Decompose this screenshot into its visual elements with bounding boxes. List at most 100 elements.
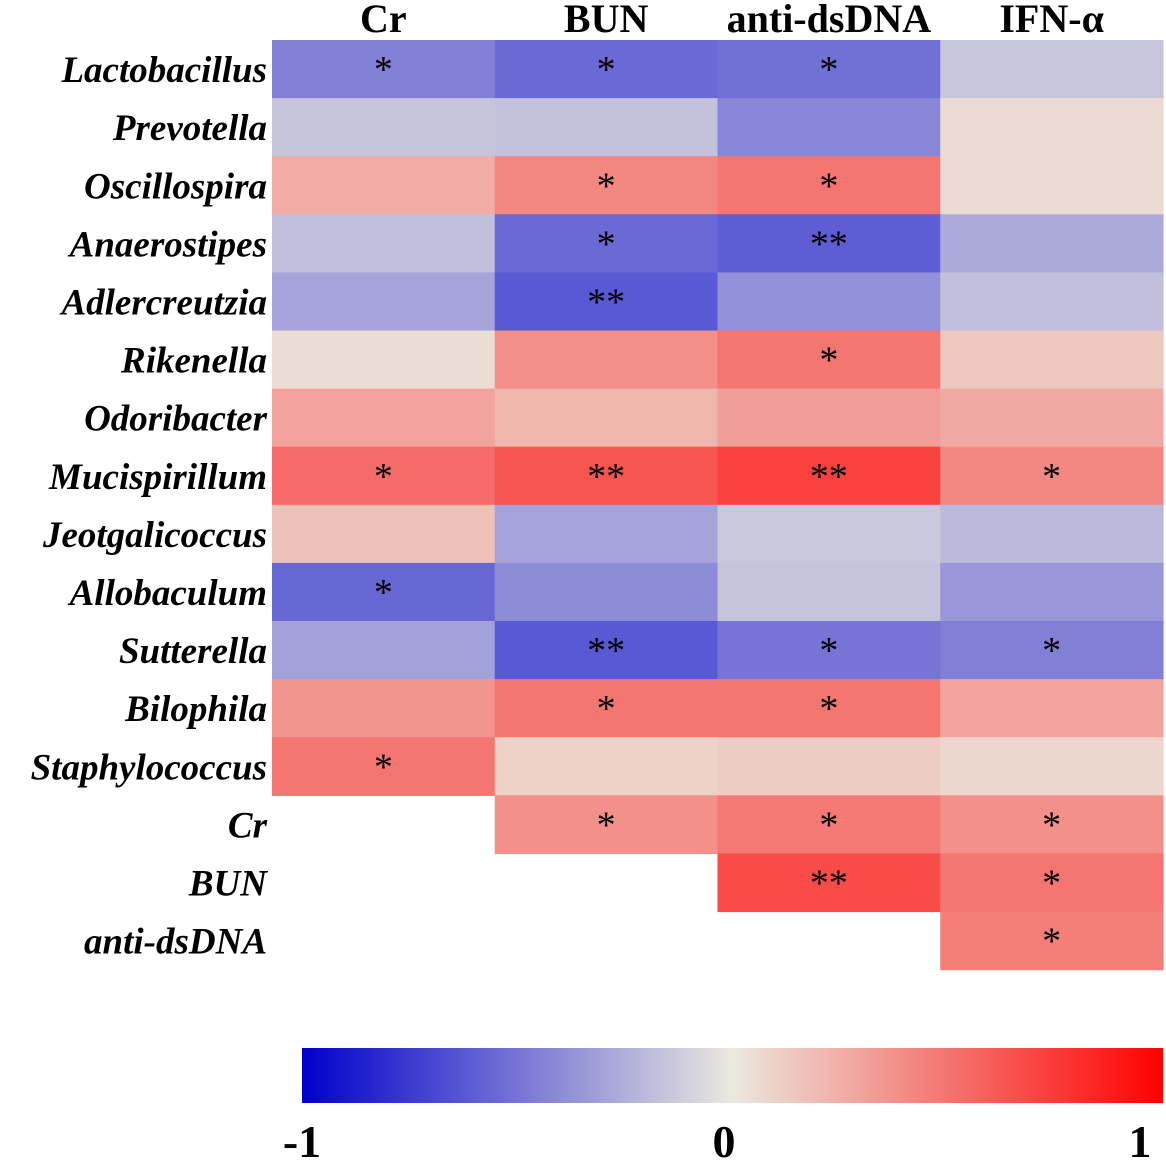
row-label-oscillospira: Oscillospira: [84, 166, 267, 207]
row-label-bun: BUN: [188, 863, 268, 904]
heatmap-cell: [940, 388, 1164, 448]
heatmap-cell: [717, 562, 941, 622]
heatmap-cell: [494, 214, 719, 273]
heatmap-cell: [494, 795, 719, 854]
row-label-odoribacter: Odoribacter: [84, 399, 268, 440]
heatmap-cell: [272, 330, 496, 390]
heatmap-cell: [717, 98, 941, 157]
significance-mark: *: [597, 223, 616, 265]
significance-mark: *: [597, 804, 616, 846]
row-label-anti-dsdna: anti-dsDNA: [84, 922, 267, 963]
heatmap-cell: [940, 330, 1164, 390]
significance-mark: *: [819, 688, 838, 730]
heatmap-cell: [717, 156, 941, 215]
heatmap-cell: [940, 911, 1164, 971]
significance-mark: **: [587, 630, 625, 672]
heatmap-cell: [717, 388, 941, 448]
column-label-cr: Cr: [360, 0, 407, 41]
significance-mark: *: [1042, 804, 1061, 846]
column-label-bun: BUN: [564, 0, 649, 41]
heatmap-cell: [272, 214, 496, 273]
significance-mark: *: [374, 49, 393, 91]
row-label-rikenella: Rikenella: [120, 341, 267, 382]
significance-mark: **: [587, 456, 625, 498]
heatmap-cell: [494, 330, 719, 390]
heatmap-cell: [717, 330, 941, 390]
heatmap-cell: [494, 621, 719, 680]
significance-mark: *: [819, 340, 838, 382]
colorbar-tick-min: -1: [283, 1116, 321, 1161]
significance-mark: *: [819, 49, 838, 91]
significance-mark: *: [1042, 862, 1061, 904]
heatmap-cell: [717, 737, 941, 796]
significance-mark: **: [810, 862, 848, 904]
significance-mark: **: [587, 281, 625, 323]
heatmap-cell: [494, 388, 719, 448]
heatmap-cell: [494, 737, 719, 796]
heatmap-cell: [717, 446, 941, 506]
significance-mark: *: [597, 688, 616, 730]
heatmap-cell: [272, 621, 496, 680]
heatmap-cell: [940, 621, 1164, 680]
heatmap-cell: [940, 679, 1164, 738]
heatmap-cell: [940, 214, 1164, 273]
row-label-sutterella: Sutterella: [119, 631, 267, 672]
row-label-bilophila: Bilophila: [124, 689, 267, 730]
row-label-cr: Cr: [228, 805, 268, 846]
heatmap-cell: [494, 446, 719, 506]
significance-mark: *: [1042, 630, 1061, 672]
heatmap-cell: [940, 40, 1164, 99]
heatmap-cell: [717, 214, 941, 273]
column-label-ifn: IFN-α: [999, 0, 1104, 41]
row-labels: Lactobacillus Prevotella Oscillospira Anaer…: [31, 50, 269, 963]
significance-marks: * * ** ** ****** ** ** **** * ** *** * *** **: [374, 49, 1061, 963]
heatmap-cell: [940, 156, 1164, 215]
row-label-adlercreutzia: Adlercreutzia: [59, 282, 267, 323]
significance-mark: *: [819, 630, 838, 672]
heatmap-cell: [272, 446, 496, 506]
colorbar-tick-mid: 0: [713, 1116, 736, 1161]
heatmap-cell: [494, 156, 719, 215]
heatmap-cell: [940, 272, 1164, 332]
heatmap-cell: [272, 40, 496, 99]
heatmap-cell: [494, 504, 719, 564]
heatmap-cell: [494, 40, 719, 99]
heatmap-cell: [272, 504, 496, 564]
heatmap-cell: [494, 679, 719, 738]
row-label-anaerostipes: Anaerostipes: [68, 224, 267, 265]
heatmap-cell: [940, 446, 1164, 506]
heatmap-cells: [272, 40, 1164, 971]
significance-mark: *: [374, 572, 393, 614]
significance-mark: *: [597, 165, 616, 207]
column-label-anti-dsdna: anti-dsDNA: [727, 0, 932, 41]
significance-mark: *: [819, 165, 838, 207]
heatmap-cell: [717, 679, 941, 738]
row-label-jeotgalicoccus: Jeotgalicoccus: [42, 515, 267, 556]
heatmap-cell: [717, 621, 941, 680]
row-label-prevotella: Prevotella: [112, 108, 267, 149]
significance-mark: *: [374, 746, 393, 788]
heatmap-cell: [940, 853, 1164, 913]
colorbar: [302, 1048, 1163, 1103]
heatmap-cell: [272, 272, 496, 332]
heatmap-cell: [717, 40, 941, 99]
significance-mark: *: [1042, 456, 1061, 498]
heatmap-cell: [272, 156, 496, 215]
row-label-mucispirillum: Mucispirillum: [48, 457, 267, 498]
heatmap-cell: [272, 562, 496, 622]
significance-mark: *: [1042, 921, 1061, 963]
heatmap-cell: [940, 504, 1164, 564]
row-label-staphylococcus: Staphylococcus: [31, 747, 267, 788]
heatmap-cell: [717, 504, 941, 564]
significance-mark: *: [597, 49, 616, 91]
heatmap-cell: [494, 98, 719, 157]
heatmap-cell: [717, 795, 941, 854]
heatmap-cell: [494, 562, 719, 622]
significance-mark: *: [374, 456, 393, 498]
row-label-allobaculum: Allobaculum: [68, 573, 267, 614]
heatmap-cell: [272, 388, 496, 448]
heatmap-cell: [272, 737, 496, 796]
heatmap-cell: [940, 737, 1164, 796]
heatmap-cell: [717, 272, 941, 332]
heatmap-cell: [940, 795, 1164, 854]
